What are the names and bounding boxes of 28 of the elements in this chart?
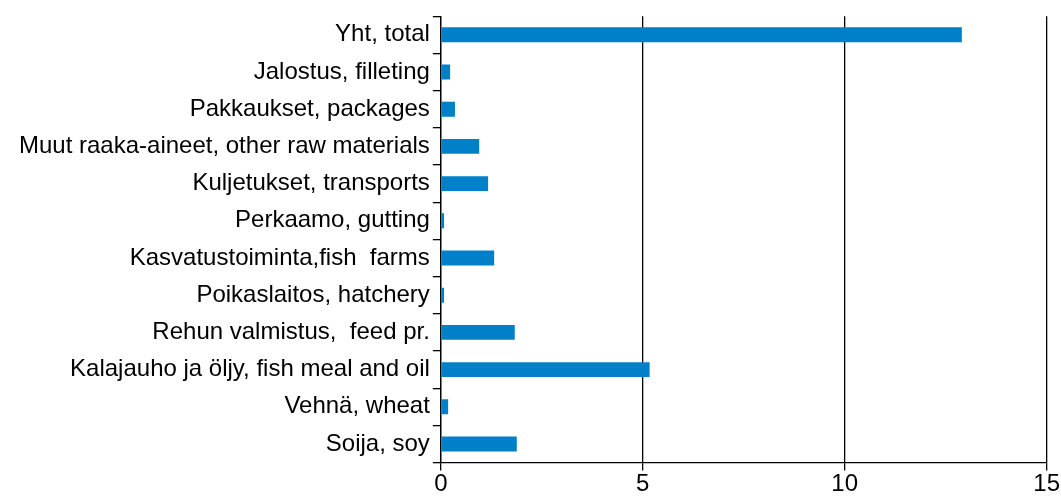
bar [441,138,480,154]
y-tick-label: Pakkaukset, packages [189,93,430,121]
bar [441,213,445,229]
y-tick-label: Vehnä, wheat [284,391,431,419]
y-tick-label: Kalajauho ja öljy, fish meal and oil [70,354,430,382]
x-tick-label: 15 [1033,469,1060,497]
bar [441,64,451,80]
bar [441,27,962,43]
bar [441,436,517,452]
bar [441,101,455,117]
bar [441,399,449,415]
x-tick-label: 10 [831,469,859,497]
bar [441,362,650,378]
y-tick-label: Jalostus, filleting [253,56,430,84]
y-tick-label: Perkaamo, gutting [235,205,430,233]
bar [441,250,495,266]
y-tick-label: Muut raaka-aineet, other raw materials [18,131,430,159]
x-tick-label: 5 [636,469,650,497]
y-tick-label: Soija, soy [325,428,430,456]
bar [441,324,515,340]
y-tick-label: Poikaslaitos, hatchery [196,279,430,307]
bar [441,176,489,192]
bar [441,287,445,303]
x-tick-label: 0 [434,469,448,497]
y-tick-label: Kasvatustoiminta,fish farms [129,242,430,270]
y-tick-label: Yht, total [335,19,430,47]
y-tick-label: Kuljetukset, transports [192,168,430,196]
y-tick-label: Rehun valmistus, feed pr. [152,317,430,345]
